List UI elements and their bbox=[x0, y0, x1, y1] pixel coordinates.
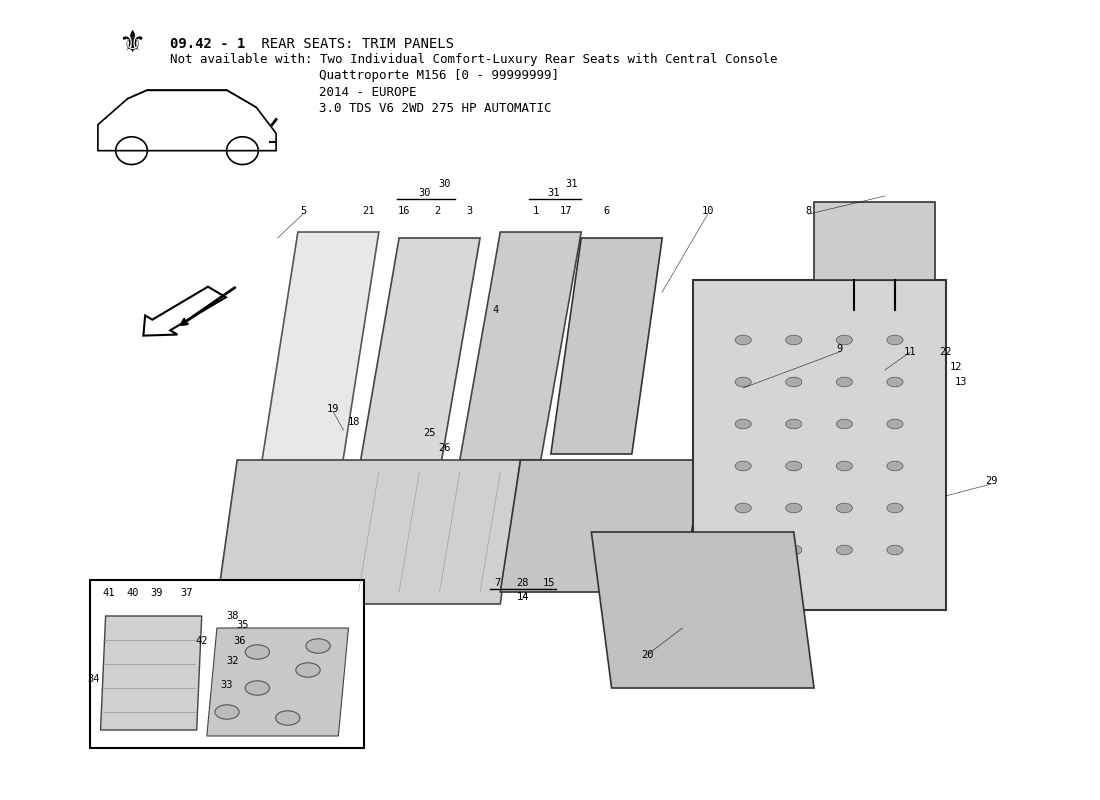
Text: 11: 11 bbox=[904, 347, 916, 357]
Text: 13: 13 bbox=[955, 377, 967, 387]
Polygon shape bbox=[359, 238, 480, 472]
Text: 42: 42 bbox=[196, 636, 208, 646]
Text: 1: 1 bbox=[532, 206, 539, 216]
Circle shape bbox=[735, 546, 751, 555]
Circle shape bbox=[887, 335, 903, 345]
Text: 20: 20 bbox=[641, 650, 653, 660]
Text: 12: 12 bbox=[949, 362, 961, 372]
Text: 30: 30 bbox=[439, 179, 451, 189]
Circle shape bbox=[214, 705, 239, 719]
Text: 25: 25 bbox=[424, 428, 436, 438]
Text: 18: 18 bbox=[348, 418, 360, 427]
Circle shape bbox=[887, 503, 903, 513]
Text: 14: 14 bbox=[516, 592, 529, 602]
Circle shape bbox=[887, 461, 903, 470]
Circle shape bbox=[887, 419, 903, 429]
Circle shape bbox=[296, 662, 320, 677]
Circle shape bbox=[735, 419, 751, 429]
Circle shape bbox=[887, 378, 903, 387]
Polygon shape bbox=[257, 232, 378, 490]
Text: 22: 22 bbox=[939, 347, 952, 357]
Circle shape bbox=[785, 335, 802, 345]
Circle shape bbox=[735, 503, 751, 513]
Circle shape bbox=[735, 378, 751, 387]
Polygon shape bbox=[460, 232, 581, 460]
Circle shape bbox=[785, 546, 802, 555]
Text: 41: 41 bbox=[102, 588, 114, 598]
Circle shape bbox=[245, 645, 270, 659]
Circle shape bbox=[276, 710, 300, 725]
Circle shape bbox=[785, 419, 802, 429]
Circle shape bbox=[735, 335, 751, 345]
Text: 38: 38 bbox=[226, 611, 239, 621]
Polygon shape bbox=[100, 616, 201, 730]
Text: 36: 36 bbox=[233, 636, 245, 646]
Text: REAR SEATS: TRIM PANELS: REAR SEATS: TRIM PANELS bbox=[253, 37, 454, 51]
Text: 17: 17 bbox=[560, 206, 572, 216]
Circle shape bbox=[836, 419, 852, 429]
Text: 10: 10 bbox=[702, 206, 714, 216]
Circle shape bbox=[836, 378, 852, 387]
Text: 40: 40 bbox=[126, 588, 140, 598]
Text: 16: 16 bbox=[398, 206, 410, 216]
Text: 8: 8 bbox=[806, 206, 812, 216]
Text: 4: 4 bbox=[492, 305, 498, 315]
Text: 33: 33 bbox=[221, 680, 233, 690]
Text: 19: 19 bbox=[327, 404, 340, 414]
Circle shape bbox=[836, 503, 852, 513]
Text: 28: 28 bbox=[516, 578, 529, 588]
Bar bbox=[90, 580, 364, 748]
Text: 09.42 - 1: 09.42 - 1 bbox=[170, 37, 246, 51]
Text: 34: 34 bbox=[87, 674, 100, 684]
Text: 2014 - EUROPE: 2014 - EUROPE bbox=[319, 86, 417, 98]
Text: 7: 7 bbox=[494, 578, 501, 588]
Polygon shape bbox=[207, 628, 349, 736]
Circle shape bbox=[836, 461, 852, 470]
Text: 32: 32 bbox=[226, 656, 239, 666]
Text: 21: 21 bbox=[363, 206, 375, 216]
Text: 29: 29 bbox=[984, 476, 998, 486]
Circle shape bbox=[245, 681, 270, 695]
Text: 31: 31 bbox=[565, 179, 578, 189]
Text: 37: 37 bbox=[180, 588, 192, 598]
Circle shape bbox=[887, 546, 903, 555]
Text: 30: 30 bbox=[418, 188, 430, 198]
Text: 3.0 TDS V6 2WD 275 HP AUTOMATIC: 3.0 TDS V6 2WD 275 HP AUTOMATIC bbox=[319, 102, 551, 114]
Text: 26: 26 bbox=[439, 443, 451, 453]
FancyArrow shape bbox=[143, 286, 226, 336]
Polygon shape bbox=[551, 238, 662, 454]
Text: 6: 6 bbox=[604, 206, 609, 216]
Text: Quattroporte M156 [0 - 99999999]: Quattroporte M156 [0 - 99999999] bbox=[319, 70, 559, 82]
Text: 2: 2 bbox=[434, 206, 441, 216]
Circle shape bbox=[306, 638, 330, 653]
Circle shape bbox=[785, 461, 802, 470]
Text: 5: 5 bbox=[300, 206, 306, 216]
Polygon shape bbox=[814, 202, 935, 280]
Circle shape bbox=[836, 335, 852, 345]
Text: 39: 39 bbox=[150, 588, 163, 598]
Text: 9: 9 bbox=[836, 344, 843, 354]
Polygon shape bbox=[693, 280, 946, 610]
Circle shape bbox=[785, 503, 802, 513]
Text: 15: 15 bbox=[542, 578, 556, 588]
Polygon shape bbox=[500, 460, 703, 592]
Text: Not available with: Two Individual Comfort-Luxury Rear Seats with Central Consol: Not available with: Two Individual Comfo… bbox=[170, 54, 778, 66]
Text: 35: 35 bbox=[236, 620, 249, 630]
Circle shape bbox=[735, 461, 751, 470]
Polygon shape bbox=[217, 460, 520, 604]
Text: 14: 14 bbox=[516, 592, 529, 602]
Text: 3: 3 bbox=[466, 206, 473, 216]
Text: ⚜: ⚜ bbox=[119, 30, 145, 58]
Polygon shape bbox=[592, 532, 814, 688]
Text: 31: 31 bbox=[548, 188, 560, 198]
Circle shape bbox=[836, 546, 852, 555]
Circle shape bbox=[785, 378, 802, 387]
